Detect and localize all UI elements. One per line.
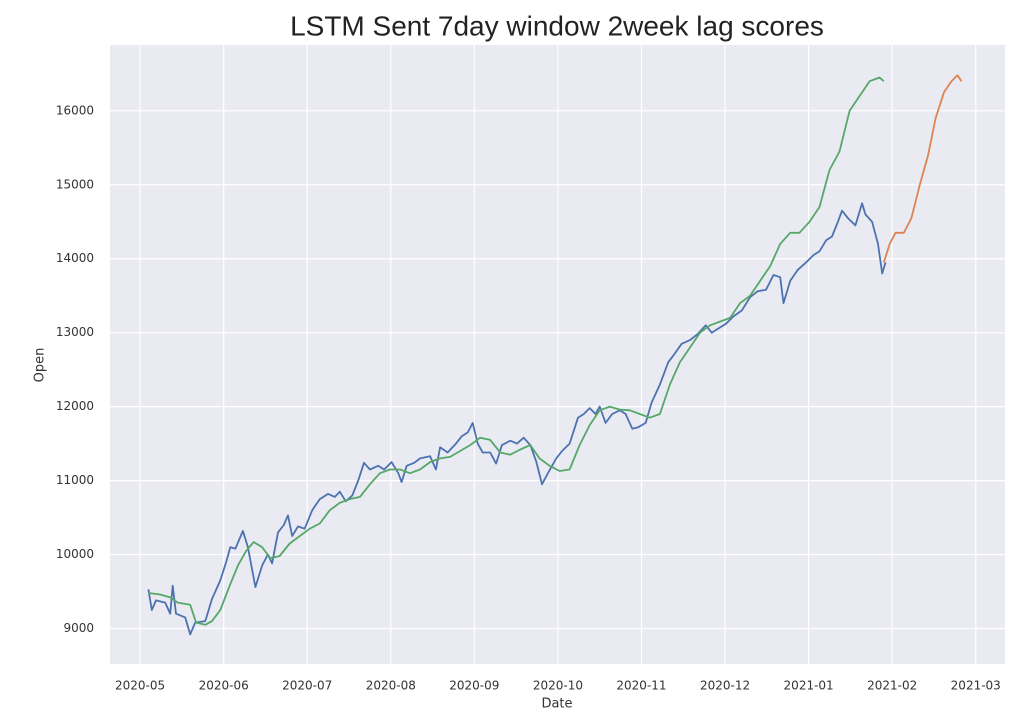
y-tick-label: 11000 [56,473,94,487]
y-tick-label: 9000 [63,621,94,635]
y-tick-label: 12000 [56,399,94,413]
x-tick-label: 2020-07 [282,679,332,693]
y-tick-label: 10000 [56,547,94,561]
y-tick-label: 13000 [56,325,94,339]
x-tick-label: 2021-03 [951,679,1001,693]
y-tick-label: 16000 [56,103,94,117]
y-tick-label: 14000 [56,251,94,265]
x-tick-label: 2020-11 [616,679,666,693]
x-tick-label: 2020-08 [366,679,416,693]
chart-title: LSTM Sent 7day window 2week lag scores [290,10,824,41]
line-series [148,76,885,626]
x-tick-label: 2020-12 [700,679,750,693]
y-tick-label: 15000 [56,177,94,191]
y-axis-label: Open [33,348,48,383]
x-axis-label: Date [541,697,572,712]
x-tick-label: 2020-09 [449,679,499,693]
x-tick-label: 2020-05 [115,679,165,693]
x-tick-label: 2021-02 [867,679,917,693]
line-series [882,74,963,263]
x-tick-label: 2021-01 [784,679,834,693]
x-tick-label: 2020-06 [199,679,249,693]
line-series [147,202,887,636]
x-tick-label: 2020-10 [533,679,583,693]
